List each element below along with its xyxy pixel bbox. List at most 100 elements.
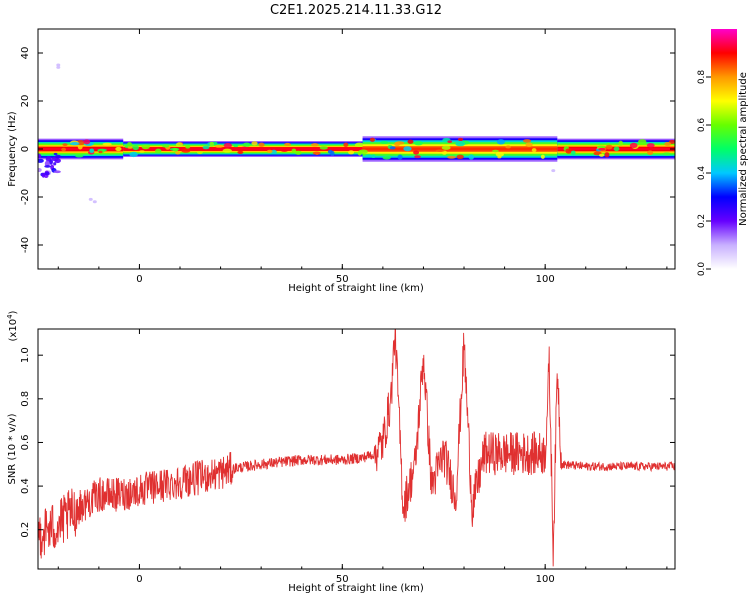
band-speckle [522,139,532,143]
band-speckle [505,145,511,149]
band-speckle [570,150,576,155]
band-speckle [598,153,605,157]
faint-dot [56,65,61,69]
band-speckle [139,150,145,153]
band-speckle [455,141,466,147]
x-tick-label: 100 [536,574,555,585]
y-tick-label: -40 [20,237,31,253]
band-speckle [598,147,606,151]
band-speckle [61,147,67,152]
band-speckle [141,144,150,150]
band-speckle [413,141,424,146]
low-frequency-speckle [44,171,50,176]
band-speckle [312,151,321,155]
band-speckle [62,143,68,146]
colorbar-tick-label: 0.0 [697,262,707,277]
low-frequency-speckle [44,160,50,167]
band-speckle [629,142,638,149]
snr-frame [37,328,676,570]
band-speckle [83,139,91,145]
snr-plot-area [38,329,675,567]
colorbar-tick-label: 0.6 [697,118,707,133]
band-speckle [496,139,506,145]
faint-dot [56,63,61,67]
low-frequency-speckle [38,168,42,173]
snr-series-line [38,329,675,567]
band-speckle [456,154,464,159]
band-speckle [89,148,95,154]
band-speckle [98,150,103,154]
band-speckle [403,146,412,152]
band-speckle [77,144,83,150]
y-tick-label: 0.2 [20,522,31,538]
band-speckle [214,144,224,148]
band-speckle [647,150,654,156]
band-speckle [618,140,624,146]
y-tick-label: 0.4 [20,478,31,494]
band-speckle [327,149,333,154]
band-speckle [266,149,273,153]
band-speckle [447,155,457,159]
snr-background [38,329,675,569]
band-speckle [240,146,248,150]
y-axis-multiplier: (x104) [6,310,19,341]
band-speckle [596,145,606,149]
colorbar-tick-label: 0.2 [697,214,707,228]
band-speckle [565,148,573,154]
band-speckle [69,142,80,146]
band-speckle [197,151,203,155]
band-speckle [468,154,475,160]
low-frequency-speckle [41,172,46,178]
band-speckle [380,140,389,144]
band-speckle [369,137,376,142]
band-speckle [605,144,613,150]
colorbar-tick-label: 0.4 [697,166,707,181]
band-speckle [407,139,414,144]
band-speckle [75,154,84,158]
band-speckle [492,149,499,153]
band-speckle [662,152,672,156]
band-speckle [457,137,464,142]
x-axis-label: Height of straight line (km) [288,283,424,294]
band-speckle [129,151,138,158]
band-speckle [414,155,421,159]
y-axis-label: Frequency (Hz) [7,111,18,187]
band-speckle [126,142,133,147]
band-speckle [531,148,537,153]
y-tick-label: 0 [20,146,31,152]
band-speckle [162,144,170,148]
low-frequency-speckle [44,165,51,168]
band-speckle [155,148,162,154]
y-tick-label: 40 [20,47,31,60]
x-tick-label: 50 [336,574,349,585]
low-frequency-speckle [38,153,42,159]
low-frequency-speckle [38,158,44,163]
band-speckle [613,146,620,152]
band-speckle [664,141,672,146]
band-speckle [181,148,191,153]
faint-dot [88,197,93,201]
colorbar-label: Normalized spectral amplitude [738,72,749,226]
low-frequency-speckle [54,158,61,164]
y-tick-label: 20 [20,95,31,108]
x-axis-label: Height of straight line (km) [288,583,424,594]
band-speckle [447,140,453,143]
band-speckle [209,141,214,147]
band-speckle [646,143,655,148]
band-speckle [435,149,445,152]
band-speckle [310,143,319,147]
band-speckle [175,142,183,147]
band-speckle [441,145,451,150]
low-frequency-speckle [53,170,61,174]
band-speckle [222,148,232,153]
band-speckle [394,142,401,147]
band-speckle [251,141,258,146]
band-speckle [280,149,288,152]
low-frequency-speckle [54,154,61,159]
band-speckle [132,145,139,151]
band-core-2 [362,148,558,150]
spectrogram-heatmap [38,63,675,204]
faint-dot [551,169,556,173]
band-speckle [382,156,391,160]
